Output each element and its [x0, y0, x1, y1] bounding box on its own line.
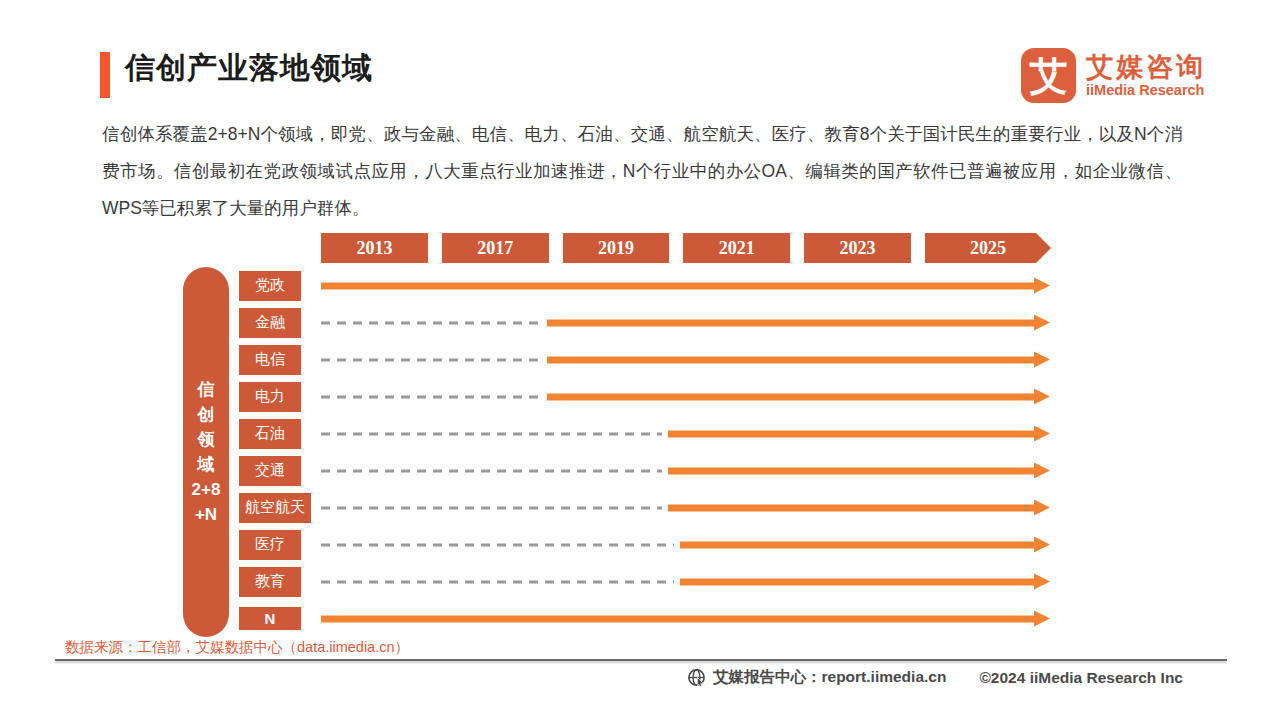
- dashed-lead-line: [321, 580, 674, 583]
- row-label-cell: 电信: [239, 345, 311, 375]
- brand-logo-glyph: 艾: [1030, 57, 1068, 95]
- timeline-arrow: [680, 541, 1034, 548]
- row-label: 教育: [239, 567, 301, 597]
- report-center-link: 艾媒报告中心：report.iimedia.cn: [713, 667, 946, 688]
- row-label: 金融: [239, 308, 301, 338]
- y-axis-label-line: 信: [192, 377, 221, 402]
- row-track: [321, 304, 1051, 341]
- row-label-cell: 交通: [239, 456, 311, 486]
- dashed-lead-line: [321, 432, 662, 435]
- dashed-lead-line: [321, 395, 541, 398]
- dashed-lead-line: [321, 543, 674, 546]
- title-accent-bar: [100, 52, 110, 98]
- row-track: [321, 563, 1051, 600]
- row-track: [321, 415, 1051, 452]
- row-label-cell: 电力: [239, 382, 311, 412]
- timeline-arrow: [668, 504, 1034, 511]
- page-footer: 艾媒报告中心：report.iimedia.cn ©2024 iiMedia R…: [687, 667, 1183, 688]
- row-label-cell: 教育: [239, 567, 311, 597]
- timeline-rows: 党政 金融 电信 电力: [239, 267, 1051, 637]
- row-track: [321, 600, 1051, 637]
- brand-logo: 艾 艾媒咨询 iiMedia Research: [1021, 48, 1206, 103]
- timeline-arrow: [547, 319, 1034, 326]
- y-axis-bar: 信创领域2+8+N: [183, 267, 229, 637]
- timeline-row: 医疗: [239, 526, 1051, 563]
- row-label-cell: N: [239, 607, 311, 630]
- brand-logo-icon: 艾: [1021, 48, 1076, 103]
- dashed-lead-line: [321, 469, 662, 472]
- timeline-arrow: [321, 615, 1034, 622]
- timeline-row: N: [239, 600, 1051, 637]
- row-label: 电力: [239, 382, 301, 412]
- row-label: 党政: [239, 271, 301, 301]
- timeline-row: 航空航天: [239, 489, 1051, 526]
- slide-page: 信创产业落地领域 艾 艾媒咨询 iiMedia Research 信创体系覆盖2…: [0, 0, 1280, 714]
- timeline-row: 金融: [239, 304, 1051, 341]
- timeline-row: 电力: [239, 378, 1051, 415]
- brand-logo-text: 艾媒咨询 iiMedia Research: [1086, 52, 1206, 99]
- y-axis-label: 信创领域2+8+N: [192, 377, 221, 527]
- brand-name-cn: 艾媒咨询: [1086, 52, 1206, 82]
- dashed-lead-line: [321, 506, 662, 509]
- row-label-cell: 航空航天: [239, 493, 311, 523]
- year-box: 2013: [321, 233, 428, 263]
- year-box: 2025: [925, 233, 1051, 263]
- row-track: [321, 341, 1051, 378]
- timeline-arrow: [321, 282, 1034, 289]
- brand-name-en: iiMedia Research: [1086, 82, 1206, 99]
- row-track: [321, 452, 1051, 489]
- y-axis-label-line: 领: [192, 427, 221, 452]
- timeline-row: 交通: [239, 452, 1051, 489]
- y-axis-label-line: 域: [192, 452, 221, 477]
- row-track: [321, 267, 1051, 304]
- row-label-cell: 金融: [239, 308, 311, 338]
- timeline-arrow: [668, 467, 1034, 474]
- globe-cursor-icon: [687, 668, 706, 687]
- year-box: 2019: [563, 233, 670, 263]
- timeline-row: 电信: [239, 341, 1051, 378]
- timeline-arrow: [680, 578, 1034, 585]
- timeline-chart: 信创领域2+8+N 2013 2017 2019 2021 2023 2025 党政 金融…: [183, 233, 1051, 637]
- chart-main: 2013 2017 2019 2021 2023 2025 党政 金融 电信 电力: [239, 233, 1051, 637]
- data-source-note: 数据来源：工信部，艾媒数据中心（data.iimedia.cn）: [65, 638, 409, 657]
- timeline-row: 石油: [239, 415, 1051, 452]
- years-row: 2013 2017 2019 2021 2023 2025: [321, 233, 1051, 263]
- footer-divider: [55, 659, 1227, 661]
- timeline-arrow: [547, 356, 1034, 363]
- year-box: 2017: [442, 233, 549, 263]
- timeline-row: 教育: [239, 563, 1051, 600]
- intro-paragraph: 信创体系覆盖2+8+N个领域，即党、政与金融、电信、电力、石油、交通、航空航天、…: [102, 116, 1182, 227]
- row-label: 医疗: [239, 530, 301, 560]
- year-box: 2023: [804, 233, 911, 263]
- row-label-cell: 党政: [239, 271, 311, 301]
- row-label: N: [239, 607, 301, 630]
- page-title: 信创产业落地领域: [125, 48, 373, 89]
- row-label: 航空航天: [239, 493, 311, 523]
- timeline-row: 党政: [239, 267, 1051, 304]
- copyright-text: ©2024 iiMedia Research Inc: [979, 669, 1183, 687]
- y-axis-label-line: 2+8: [192, 477, 221, 502]
- row-label: 交通: [239, 456, 301, 486]
- dashed-lead-line: [321, 321, 541, 324]
- y-axis-label-line: 创: [192, 402, 221, 427]
- row-label-cell: 石油: [239, 419, 311, 449]
- row-track: [321, 489, 1051, 526]
- y-axis-label-line: +N: [192, 502, 221, 527]
- row-track: [321, 526, 1051, 563]
- dashed-lead-line: [321, 358, 541, 361]
- row-track: [321, 378, 1051, 415]
- year-box: 2021: [683, 233, 790, 263]
- timeline-arrow: [668, 430, 1034, 437]
- timeline-arrow: [547, 393, 1034, 400]
- row-label: 石油: [239, 419, 301, 449]
- row-label: 电信: [239, 345, 301, 375]
- row-label-cell: 医疗: [239, 530, 311, 560]
